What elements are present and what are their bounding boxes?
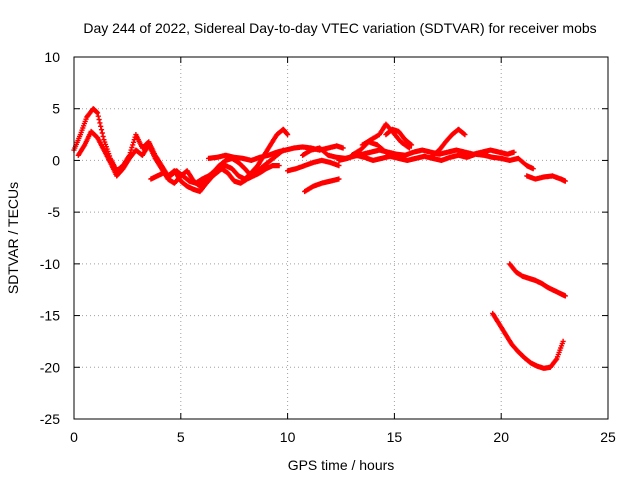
x-tick-label: 20 bbox=[493, 429, 509, 445]
y-tick-label: 0 bbox=[52, 152, 60, 168]
data-marker-path bbox=[507, 261, 568, 299]
y-tick-label: 5 bbox=[52, 101, 60, 117]
series-track-c bbox=[148, 163, 282, 186]
x-tick-labels: 0 5 10 15 20 25 bbox=[70, 429, 616, 445]
data-marker-path bbox=[302, 176, 342, 195]
series-track-h bbox=[336, 151, 536, 172]
y-tick-label: -15 bbox=[40, 308, 60, 324]
series-track-k bbox=[383, 126, 415, 148]
y-tick-labels: 10 5 0 -5 -10 -15 -20 -25 bbox=[40, 49, 60, 427]
y-tick-label: -20 bbox=[40, 359, 60, 375]
data-marker-path bbox=[148, 163, 282, 186]
data-marker-path bbox=[430, 126, 468, 158]
data-marker-path bbox=[524, 173, 568, 184]
series-track-o bbox=[490, 310, 566, 371]
x-tick-label: 10 bbox=[280, 429, 296, 445]
y-tick-label: 10 bbox=[44, 49, 60, 65]
x-tick-label: 0 bbox=[70, 429, 78, 445]
data-marker-path bbox=[336, 151, 536, 172]
data-marker-path bbox=[285, 157, 342, 174]
y-tick-label: -5 bbox=[48, 204, 61, 220]
y-tick-label: -25 bbox=[40, 411, 60, 427]
chart-title: Day 244 of 2022, Sidereal Day-to-day VTE… bbox=[83, 20, 596, 36]
y-tick-label: -10 bbox=[40, 256, 60, 272]
data-marker-path bbox=[490, 310, 566, 371]
data-marker-path bbox=[383, 126, 415, 148]
x-tick-label: 15 bbox=[387, 429, 403, 445]
data-points bbox=[71, 106, 568, 371]
plot-frame bbox=[73, 56, 609, 420]
series-track-e bbox=[285, 157, 342, 174]
x-tick-label: 25 bbox=[600, 429, 616, 445]
series-track-l bbox=[430, 126, 468, 158]
series-track-n bbox=[507, 261, 568, 299]
x-tick-label: 5 bbox=[177, 429, 185, 445]
y-axis-label: SDTVAR / TECUs bbox=[5, 182, 21, 294]
series-track-g bbox=[302, 176, 342, 195]
x-axis-label: GPS time / hours bbox=[288, 457, 395, 473]
series-track-m bbox=[524, 173, 568, 184]
axis-ticks bbox=[73, 56, 609, 420]
grid-lines bbox=[74, 57, 608, 419]
